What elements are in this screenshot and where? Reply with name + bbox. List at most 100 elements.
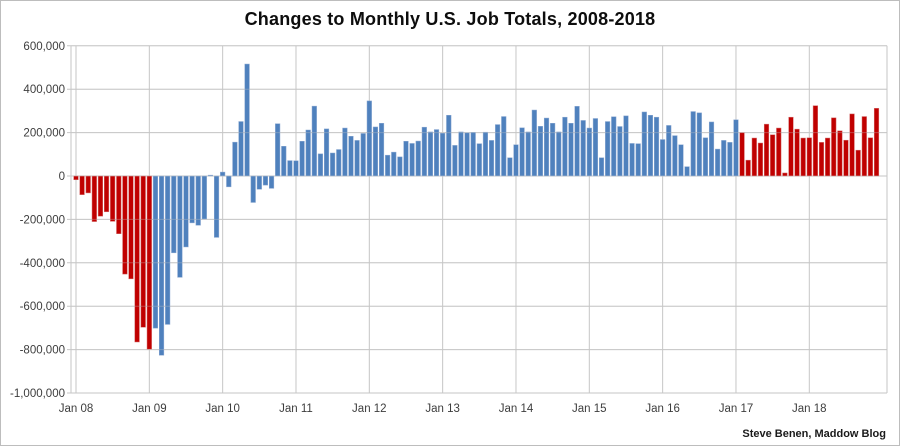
bar-month-13 — [152, 175, 158, 329]
bar-month-79 — [556, 131, 562, 177]
bar-month-56 — [415, 140, 421, 177]
bar-month-86 — [598, 157, 605, 177]
bar-month-16 — [171, 175, 177, 254]
bar-month-55 — [409, 143, 415, 177]
bar-month-1 — [79, 175, 85, 195]
bar-month-116 — [782, 172, 788, 177]
bar-month-57 — [421, 126, 427, 177]
bar-month-31 — [262, 175, 268, 186]
bar-month-81 — [568, 123, 574, 177]
bar-month-10 — [134, 175, 140, 343]
bar-month-88 — [611, 116, 617, 177]
bar-month-32 — [269, 175, 275, 189]
bar-month-77 — [543, 117, 550, 177]
bar-month-59 — [433, 129, 440, 177]
bar-month-64 — [464, 132, 470, 177]
bar-month-5 — [104, 175, 110, 213]
bar-month-80 — [562, 116, 568, 177]
bar-month-67 — [482, 131, 488, 177]
bar-month-37 — [299, 141, 305, 177]
bar-month-15 — [165, 175, 171, 325]
bar-month-114 — [770, 134, 776, 177]
x-tick-label: Jan 17 — [719, 403, 754, 415]
bar-month-62 — [452, 145, 458, 177]
bar-month-22 — [207, 174, 213, 177]
bar-month-21 — [201, 175, 207, 220]
y-tick-label: -1,000,000 — [10, 388, 65, 400]
x-tick-label: Jan 16 — [645, 403, 680, 415]
bar-month-87 — [605, 121, 611, 177]
bar-month-0 — [73, 175, 79, 180]
bar-month-7 — [116, 175, 122, 234]
bar-month-103 — [702, 137, 708, 177]
x-tick-label: Jan 09 — [132, 403, 167, 415]
bar-month-51 — [385, 154, 391, 177]
bar-month-36 — [293, 160, 299, 177]
bar-month-107 — [727, 142, 733, 177]
bar-month-58 — [427, 131, 433, 177]
bar-month-92 — [635, 143, 641, 177]
bar-month-106 — [721, 140, 727, 177]
bar-month-76 — [537, 126, 543, 177]
y-tick-label: 600,000 — [23, 41, 65, 53]
bar-month-72 — [513, 144, 519, 177]
bar-month-75 — [531, 109, 537, 177]
x-tick-label: Jan 15 — [572, 403, 607, 415]
bar-month-120 — [806, 137, 812, 177]
bar-month-46 — [354, 140, 360, 177]
bar-month-52 — [391, 151, 397, 177]
bar-month-101 — [690, 111, 696, 177]
bar-month-91 — [629, 143, 635, 177]
bar-month-9 — [128, 175, 134, 280]
bar-month-84 — [586, 127, 592, 177]
bar-month-39 — [311, 105, 317, 177]
bar-month-35 — [287, 160, 293, 177]
x-tick-label: Jan 11 — [279, 403, 313, 415]
bar-month-112 — [757, 142, 763, 177]
bar-month-41 — [323, 128, 330, 177]
x-tick-label: Jan 08 — [59, 403, 94, 415]
bar-month-109 — [739, 132, 745, 177]
bar-month-27 — [238, 121, 244, 177]
credit-text: Steve Benen, Maddow Blog — [742, 428, 886, 440]
bar-month-130 — [867, 137, 873, 177]
bar-month-6 — [110, 175, 116, 222]
bar-month-45 — [348, 136, 354, 177]
bar-month-83 — [580, 120, 586, 177]
bar-month-97 — [666, 125, 672, 177]
x-tick-label: Jan 13 — [425, 403, 460, 415]
bar-month-69 — [495, 124, 501, 177]
bar-month-113 — [763, 123, 770, 177]
bar-month-3 — [91, 175, 97, 222]
y-tick-label: -800,000 — [20, 345, 65, 357]
bar-month-118 — [794, 128, 800, 177]
bar-month-26 — [232, 141, 238, 177]
bar-month-93 — [641, 111, 647, 177]
bar-month-11 — [140, 175, 146, 328]
bar-month-8 — [122, 175, 128, 275]
bar-month-108 — [733, 119, 739, 177]
y-tick-label: 200,000 — [23, 128, 65, 140]
bar-month-28 — [244, 63, 250, 177]
bar-month-12 — [146, 175, 152, 350]
bar-month-63 — [458, 131, 464, 177]
bar-month-49 — [372, 126, 378, 177]
bar-month-102 — [696, 112, 702, 177]
bar-month-60 — [440, 133, 446, 177]
bar-month-19 — [189, 175, 195, 224]
bar-month-47 — [360, 133, 366, 177]
bar-month-110 — [745, 159, 751, 177]
chart-title: Changes to Monthly U.S. Job Totals, 2008… — [244, 9, 656, 29]
bar-month-25 — [226, 175, 232, 188]
bar-month-95 — [653, 116, 660, 177]
x-tick-label: Jan 18 — [792, 403, 827, 415]
bar-month-68 — [488, 140, 495, 177]
y-tick-label: 0 — [59, 171, 65, 183]
bar-month-14 — [159, 175, 165, 356]
bar-month-94 — [647, 114, 653, 177]
bar-month-4 — [97, 175, 103, 217]
bar-month-74 — [525, 131, 531, 177]
